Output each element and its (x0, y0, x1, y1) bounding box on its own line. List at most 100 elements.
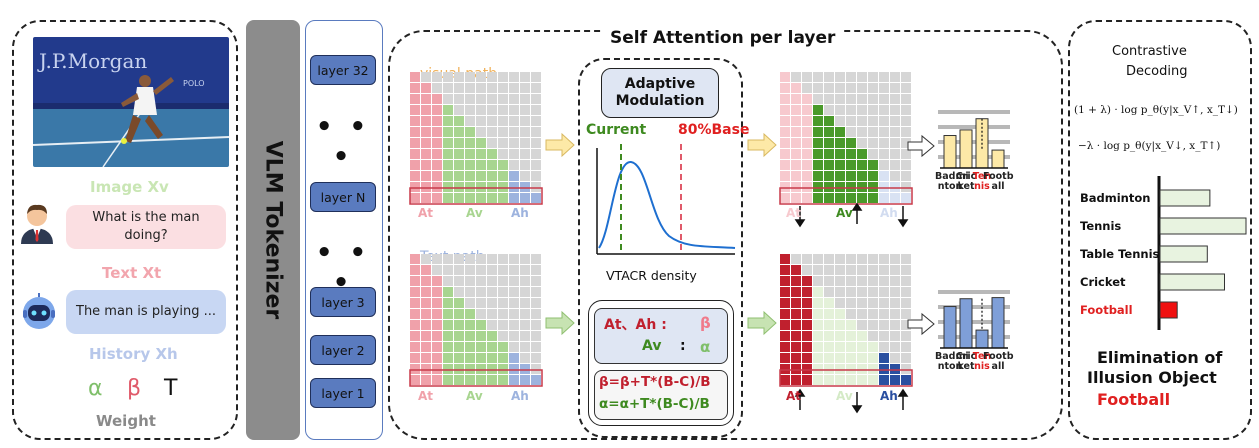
br-matrix-cell (824, 276, 834, 286)
tl-matrix-cell (465, 94, 475, 104)
tr-matrix-cell (802, 149, 812, 159)
tr-matrix-cell (802, 160, 812, 170)
tl-matrix-cell (509, 94, 519, 104)
bl-matrix-cell (498, 320, 508, 330)
tr-matrix-cell (813, 171, 823, 181)
tl-matrix-cell (476, 171, 486, 181)
br-matrix-cell (846, 364, 856, 374)
density-curve (598, 161, 736, 249)
br-matrix-cell (846, 342, 856, 352)
br-ah-label: Ah (880, 389, 898, 403)
tl-matrix-cell (509, 171, 519, 181)
tr-matrix-cell (813, 72, 823, 82)
tr-matrix-cell (780, 94, 790, 104)
bl-matrix-cell (476, 298, 486, 308)
br-matrix-cell (791, 309, 801, 319)
bl-matrix-cell (476, 265, 486, 275)
tl-matrix-cell (410, 182, 420, 192)
bl-matrix-cell (476, 331, 486, 341)
tr-matrix-cell (813, 116, 823, 126)
tr-matrix-cell (857, 149, 867, 159)
bl-matrix-cell (454, 364, 464, 374)
tr-matrix-cell (879, 127, 889, 137)
bl-matrix-cell (443, 320, 453, 330)
bl-matrix-cell (410, 331, 420, 341)
bl-matrix-cell (465, 309, 475, 319)
br-matrix-cell (857, 331, 867, 341)
bl-matrix-cell (410, 342, 420, 352)
tr-matrix-cell (890, 83, 900, 93)
bl-matrix-cell (520, 331, 530, 341)
density-label: VTACR density (606, 268, 697, 283)
bl-matrix-cell (476, 287, 486, 297)
tl-matrix-cell (410, 171, 420, 181)
tl-matrix-cell (520, 160, 530, 170)
tr-matrix-cell (857, 72, 867, 82)
tr-matrix-cell (780, 105, 790, 115)
tl-matrix-cell (443, 149, 453, 159)
tl-matrix-cell (487, 182, 497, 192)
input-image: J.P.Morgan POLO (33, 37, 229, 167)
bl-matrix-cell (410, 364, 420, 374)
bl-matrix-cell (509, 375, 519, 385)
tr-matrix-cell (813, 160, 823, 170)
br-matrix-cell (879, 254, 889, 264)
br-matrix-cell (879, 287, 889, 297)
br-matrix-cell (813, 353, 823, 363)
tl-matrix-cell (465, 105, 475, 115)
bar-tick-label: Cric ket (955, 171, 977, 192)
tl-matrix-cell (476, 193, 486, 203)
br-matrix-cell (780, 287, 790, 297)
bl-matrix-cell (465, 364, 475, 374)
tl-matrix-cell (476, 83, 486, 93)
tl-matrix-cell (465, 171, 475, 181)
tr-matrix-cell (780, 138, 790, 148)
br-matrix-cell (780, 342, 790, 352)
tl-matrix-cell (465, 193, 475, 203)
br-matrix-cell (802, 331, 812, 341)
br-matrix-cell (846, 287, 856, 297)
tr-matrix-cell (802, 83, 812, 93)
bl-matrix-cell (509, 287, 519, 297)
br-matrix-cell (802, 320, 812, 330)
flow-arrow-bottom-1 (545, 310, 575, 336)
elimination-line-2: Illusion Object (1087, 368, 1217, 387)
bl-matrix-cell (520, 276, 530, 286)
elimination-line-1: Elimination of (1097, 348, 1223, 367)
bl-matrix-cell (520, 320, 530, 330)
bl-matrix-cell (454, 331, 464, 341)
tl-matrix-cell (421, 160, 431, 170)
tr-matrix-cell (868, 127, 878, 137)
br-matrix-cell (835, 309, 845, 319)
bl-matrix-cell (454, 287, 464, 297)
br-matrix-cell (868, 254, 878, 264)
bl-matrix-cell (454, 254, 464, 264)
br-matrix-cell (835, 375, 845, 385)
tr-matrix-cell (879, 138, 889, 148)
tl-matrix-cell (443, 105, 453, 115)
bar-tick-label: Ten nis (972, 351, 992, 372)
tl-matrix-cell (520, 193, 530, 203)
br-matrix-cell (780, 375, 790, 385)
tl-matrix-cell (410, 138, 420, 148)
tr-matrix-cell (791, 94, 801, 104)
tl-matrix-cell (443, 116, 453, 126)
br-matrix-cell (868, 265, 878, 275)
tl-matrix-cell (454, 116, 464, 126)
tr-matrix-cell (780, 83, 790, 93)
tr-matrix-cell (901, 72, 911, 82)
br-matrix-cell (901, 375, 911, 385)
br-matrix-cell (780, 265, 790, 275)
tl-matrix-cell (465, 182, 475, 192)
br-matrix-cell (791, 276, 801, 286)
tl-matrix-cell (454, 160, 464, 170)
br-matrix-cell (857, 309, 867, 319)
bl-matrix-cell (498, 287, 508, 297)
tr-matrix-cell (879, 182, 889, 192)
decoding-category-label: Table Tennis (1080, 247, 1160, 261)
bl-matrix-cell (410, 320, 420, 330)
bar-tick-label: Ten nis (972, 171, 992, 192)
br-matrix-cell (813, 309, 823, 319)
layer-3: layer 3 (310, 287, 376, 317)
